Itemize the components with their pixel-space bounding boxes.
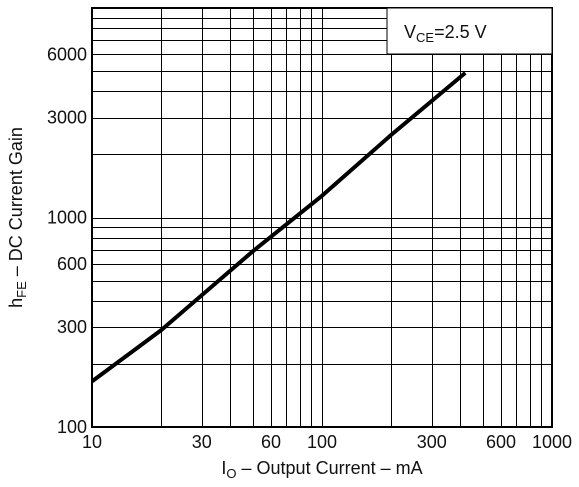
x-tick-labels: 10 30 60 100 300 600 1000 [82,432,572,452]
x-axis-label: IO – Output Current – mA [221,458,422,481]
plot-frame [91,7,553,428]
vce-annotation-text: VCE=2.5 V [404,22,487,45]
gain-curve [90,71,467,384]
x-tick-label: 60 [261,432,281,452]
y-tick-label: 600 [57,254,87,274]
x-tick-label: 300 [417,432,447,452]
y-tick-label: 1000 [47,208,87,228]
x-tick-label: 100 [307,432,337,452]
series [90,71,467,384]
grid [92,8,552,427]
y-tick-label: 3000 [47,108,87,128]
y-axis-label: hFE – DC Current Gain [6,127,29,308]
x-tick-label: 600 [486,432,516,452]
y-tick-label: 300 [57,317,87,337]
y-tick-label: 100 [57,417,87,437]
x-tick-label: 1000 [532,432,572,452]
vce-annotation: VCE=2.5 V [386,7,553,55]
y-tick-label: 6000 [47,44,87,64]
x-tick-label: 10 [82,432,102,452]
y-tick-labels: 100 300 600 1000 3000 6000 [47,44,87,437]
x-tick-label: 30 [192,432,212,452]
